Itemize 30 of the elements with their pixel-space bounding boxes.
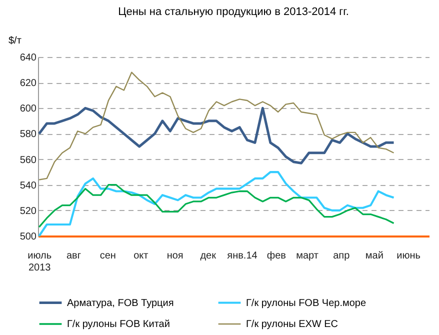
x-tick-label: авг [66, 250, 82, 262]
x-tick-label: сен [100, 250, 116, 262]
line-series [38, 72, 394, 180]
chart-title: Цены на стальную продукцию в 2013-2014 гг. [118, 6, 349, 18]
x-tick-label: ноя [166, 250, 184, 262]
x-tick-label: март [296, 250, 319, 262]
x-tick-label: окт [134, 250, 149, 262]
y-tick-label: 560 [20, 154, 37, 166]
y-tick-label: 580 [20, 129, 37, 140]
x-tick-label: июль 2013 [28, 250, 52, 274]
y-tick-label: 620 [20, 78, 37, 90]
y-tick-label: 500 [20, 232, 37, 242]
line-series [38, 184, 395, 228]
x-tick-label: фев [266, 250, 286, 262]
y-tick-label: 600 [20, 104, 37, 115]
legend-label: Г/к рулоны FOB Китай [67, 319, 170, 330]
line-series [38, 106, 396, 164]
x-tick-label: июнь [396, 250, 420, 262]
x-tick-label: янв.14 [227, 250, 258, 262]
line-series [38, 171, 395, 238]
legend-label: Г/к рулоны FOB Чер.море [246, 298, 366, 309]
x-tick-label: апр [333, 250, 350, 262]
y-tick-label: 640 [20, 52, 37, 64]
y-tick-label: 520 [20, 206, 37, 217]
legend-label: Арматура, FOB Турция [67, 298, 174, 309]
x-tick-label: май [365, 250, 384, 262]
x-tick-label: дек [200, 250, 217, 262]
legend-label: Г/к рулоны EXW ЕС [246, 319, 338, 330]
y-axis-title: $/т [8, 36, 22, 46]
y-tick-label: 540 [20, 180, 37, 192]
